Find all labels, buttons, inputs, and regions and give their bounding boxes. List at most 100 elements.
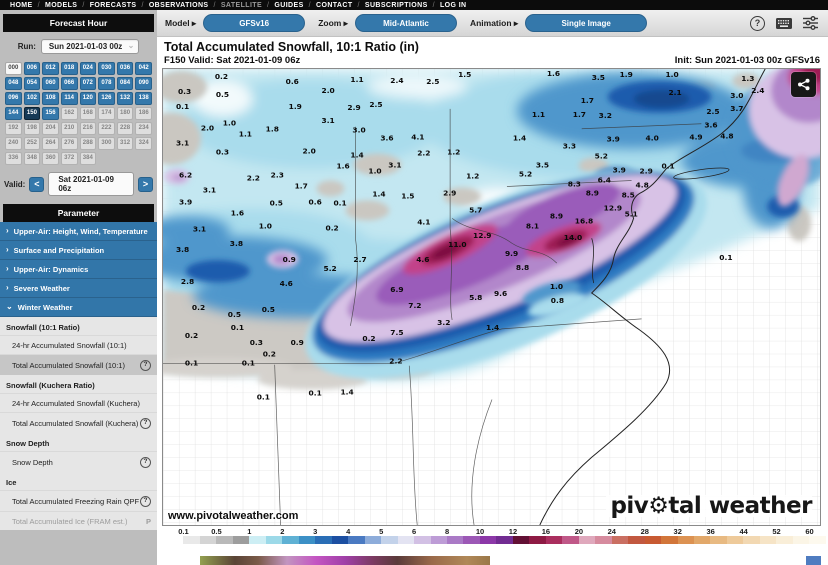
accordion-surface-and-precipitation[interactable]: › Surface and Precipitation <box>0 241 157 260</box>
accordion-severe-weather[interactable]: › Severe Weather <box>0 279 157 298</box>
colorbar-tick: 36 <box>706 527 715 536</box>
forecast-hour-336[interactable]: 336 <box>5 152 22 165</box>
nav-item-observations[interactable]: OBSERVATIONS <box>148 1 209 9</box>
map-value-label: 0.1 <box>176 102 189 111</box>
forecast-hour-156[interactable]: 156 <box>42 107 59 120</box>
forecast-hour-090[interactable]: 090 <box>135 77 152 90</box>
model-button[interactable]: GFSv16 <box>203 14 306 32</box>
parameter-item-24-hr-accumulated-snowfall-10-1[interactable]: 24-hr Accumulated Snowfall (10:1) <box>0 335 157 354</box>
forecast-hour-042[interactable]: 042 <box>135 62 152 75</box>
help-icon[interactable]: ? <box>140 495 151 507</box>
valid-prev-button[interactable]: < <box>29 176 45 192</box>
forecast-hour-210[interactable]: 210 <box>60 122 78 135</box>
nav-item-forecasts[interactable]: FORECASTS <box>89 1 137 9</box>
animation-button[interactable]: Single Image <box>525 14 648 32</box>
forecast-hour-048[interactable]: 048 <box>5 77 22 90</box>
run-select[interactable]: Sun 2021-01-03 00z ⌄ <box>40 39 140 54</box>
parameter-item-total-accumulated-freezing-rain-qpf[interactable]: Total Accumulated Freezing Rain QPF? <box>0 490 157 511</box>
forecast-hour-030[interactable]: 030 <box>98 62 115 75</box>
accordion-winter-weather[interactable]: ⌄ Winter Weather <box>0 298 157 317</box>
parameter-item-24-hr-accumulated-snowfall-kuchera[interactable]: 24-hr Accumulated Snowfall (Kuchera) <box>0 393 157 412</box>
forecast-hour-138[interactable]: 138 <box>135 92 152 105</box>
forecast-hour-180[interactable]: 180 <box>116 107 134 120</box>
forecast-hour-192[interactable]: 192 <box>5 122 22 135</box>
forecast-hour-204[interactable]: 204 <box>42 122 59 135</box>
colorbar-segment <box>446 536 464 544</box>
nav-item-guides[interactable]: GUIDES <box>274 1 304 9</box>
forecast-hour-018[interactable]: 018 <box>60 62 78 75</box>
forecast-hour-228[interactable]: 228 <box>116 122 134 135</box>
parameter-item-snow-depth[interactable]: Snow Depth? <box>0 451 157 472</box>
model-menu-label[interactable]: Model ▸ <box>165 17 197 28</box>
nav-item-subscriptions[interactable]: SUBSCRIPTIONS <box>364 1 428 9</box>
help-icon[interactable]: ? <box>750 15 765 31</box>
forecast-hour-372[interactable]: 372 <box>60 152 78 165</box>
forecast-hour-060[interactable]: 060 <box>42 77 59 90</box>
forecast-hour-240[interactable]: 240 <box>5 137 22 150</box>
forecast-hour-252[interactable]: 252 <box>23 137 41 150</box>
nav-item-log-in[interactable]: LOG IN <box>440 1 467 9</box>
forecast-hour-132[interactable]: 132 <box>116 92 134 105</box>
help-icon[interactable]: ? <box>140 359 151 371</box>
animation-menu-label[interactable]: Animation ▸ <box>469 17 519 28</box>
forecast-hour-276[interactable]: 276 <box>60 137 78 150</box>
forecast-hour-324[interactable]: 324 <box>135 137 152 150</box>
forecast-hour-000[interactable]: 000 <box>5 62 22 75</box>
forecast-hour-198[interactable]: 198 <box>23 122 41 135</box>
forecast-hour-012[interactable]: 012 <box>42 62 59 75</box>
forecast-hour-150[interactable]: 150 <box>23 107 41 120</box>
forecast-hour-216[interactable]: 216 <box>79 122 97 135</box>
colorbar-tick: 44 <box>739 527 748 536</box>
forecast-hour-144[interactable]: 144 <box>5 107 22 120</box>
parameter-item-total-accumulated-snowfall-kuchera[interactable]: Total Accumulated Snowfall (Kuchera)? <box>0 412 157 433</box>
forecast-hour-162[interactable]: 162 <box>60 107 78 120</box>
forecast-hour-126[interactable]: 126 <box>98 92 115 105</box>
forecast-hour-288[interactable]: 288 <box>79 137 97 150</box>
forecast-hour-006[interactable]: 006 <box>23 62 41 75</box>
forecast-hour-078[interactable]: 078 <box>98 77 115 90</box>
nav-item-satellite[interactable]: SATELLITE <box>220 1 263 9</box>
forecast-hour-072[interactable]: 072 <box>79 77 97 90</box>
forecast-hour-054[interactable]: 054 <box>23 77 41 90</box>
settings-sliders-icon[interactable] <box>803 16 818 30</box>
forecast-hour-348[interactable]: 348 <box>23 152 41 165</box>
forecast-hour-222[interactable]: 222 <box>98 122 115 135</box>
accordion-upper-air-dynamics[interactable]: › Upper-Air: Dynamics <box>0 260 157 279</box>
forecast-hour-120[interactable]: 120 <box>79 92 97 105</box>
parameter-group: Ice <box>6 478 17 487</box>
valid-next-button[interactable]: > <box>138 176 153 192</box>
forecast-hour-102[interactable]: 102 <box>23 92 41 105</box>
forecast-hour-360[interactable]: 360 <box>42 152 59 165</box>
accordion-upper-air-height-wind-temperature[interactable]: › Upper-Air: Height, Wind, Temperature <box>0 222 157 241</box>
help-icon[interactable]: ? <box>140 456 151 468</box>
forecast-hour-174[interactable]: 174 <box>98 107 115 120</box>
forecast-hour-036[interactable]: 036 <box>116 62 134 75</box>
parameter-item-total-accumulated-snowfall-10-1[interactable]: Total Accumulated Snowfall (10:1)? <box>0 354 157 375</box>
nav-item-contact[interactable]: CONTACT <box>316 1 353 9</box>
map-value-label: 1.8 <box>266 125 279 134</box>
colorbar-tick: 52 <box>772 527 781 536</box>
forecast-hour-312[interactable]: 312 <box>116 137 134 150</box>
forecast-hour-108[interactable]: 108 <box>42 92 59 105</box>
nav-item-models[interactable]: MODELS <box>44 1 78 9</box>
forecast-hour-384[interactable]: 384 <box>79 152 97 165</box>
forecast-hour-066[interactable]: 066 <box>60 77 78 90</box>
zoom-button[interactable]: Mid-Atlantic <box>354 14 457 32</box>
map-value-label: 1.4 <box>372 189 385 198</box>
parameter-item-label: 24-hr Accumulated Snowfall (Kuchera) <box>12 398 140 408</box>
nav-item-home[interactable]: HOME <box>10 1 33 9</box>
forecast-hour-168[interactable]: 168 <box>79 107 97 120</box>
forecast-hour-024[interactable]: 024 <box>79 62 97 75</box>
zoom-menu-label[interactable]: Zoom ▸ <box>318 17 348 28</box>
forecast-hour-300[interactable]: 300 <box>98 137 115 150</box>
forecast-hour-264[interactable]: 264 <box>42 137 59 150</box>
forecast-hour-186[interactable]: 186 <box>135 107 152 120</box>
forecast-hour-234[interactable]: 234 <box>135 122 152 135</box>
map-value-label: 0.9 <box>291 338 304 347</box>
keyboard-icon[interactable] <box>776 17 792 29</box>
help-icon[interactable]: ? <box>140 417 151 429</box>
share-button[interactable] <box>791 72 816 97</box>
forecast-hour-114[interactable]: 114 <box>60 92 78 105</box>
forecast-hour-096[interactable]: 096 <box>5 92 22 105</box>
forecast-hour-084[interactable]: 084 <box>116 77 134 90</box>
